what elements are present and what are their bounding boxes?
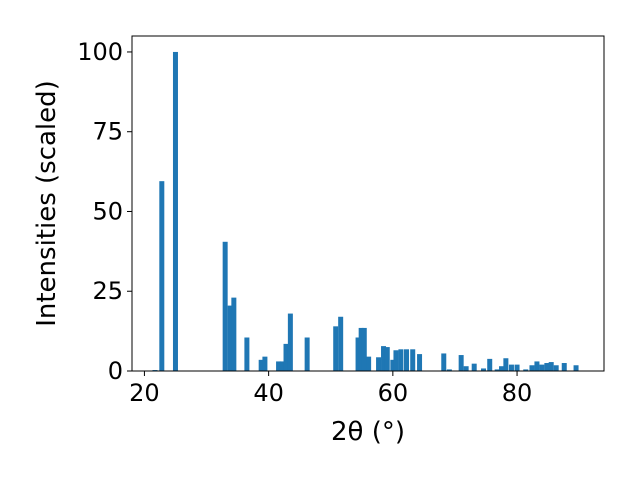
bar [159, 181, 165, 371]
bar [514, 364, 520, 371]
bar [333, 326, 339, 371]
bar [508, 364, 514, 371]
bar [410, 349, 416, 371]
x-tick-label: 80 [502, 379, 533, 407]
bar [393, 350, 399, 371]
bar [503, 358, 509, 371]
bar [487, 358, 493, 371]
bar [481, 368, 487, 371]
y-axis-ticks: 0 25 50 75 100 [77, 38, 132, 385]
bar [523, 369, 529, 371]
bar [227, 305, 233, 371]
bar [404, 349, 410, 371]
bar [534, 361, 540, 371]
y-tick-label: 100 [77, 38, 123, 66]
y-tick-label: 25 [92, 277, 123, 305]
bar [172, 51, 178, 371]
plot-frame [131, 35, 605, 372]
bar [573, 365, 579, 371]
y-tick-label: 75 [92, 118, 123, 146]
bar [384, 347, 390, 371]
bar [258, 359, 264, 371]
bar [561, 363, 567, 371]
bar [338, 316, 344, 371]
bar [376, 357, 382, 371]
bar [304, 337, 310, 371]
bar [381, 346, 387, 371]
y-tick-label: 50 [92, 197, 123, 225]
bar [471, 363, 477, 371]
bar [544, 363, 550, 371]
x-tick-label: 40 [253, 379, 284, 407]
bar [398, 349, 404, 371]
bar [529, 365, 535, 371]
y-tick-label: 0 [108, 357, 123, 385]
y-axis-label: Intensities (scaled) [32, 80, 62, 327]
x-axis-label: 2θ (°) [331, 417, 405, 447]
bars [152, 51, 579, 371]
bar [244, 337, 250, 371]
bar [494, 369, 500, 371]
bar [222, 241, 228, 371]
bar [499, 366, 505, 371]
x-axis-ticks: 20 40 60 80 [129, 371, 532, 407]
bar [553, 365, 559, 371]
bar [262, 356, 268, 371]
x-tick-label: 60 [378, 379, 409, 407]
bar [390, 359, 396, 371]
bar [548, 362, 554, 371]
bar [283, 343, 289, 371]
bar [361, 327, 367, 371]
bar [458, 355, 464, 371]
bar [276, 361, 282, 371]
bar [358, 327, 364, 371]
bar [417, 354, 423, 371]
x-tick-label: 20 [129, 379, 160, 407]
bar [279, 361, 285, 371]
bar [287, 313, 293, 371]
bar [231, 297, 237, 371]
bar [446, 369, 452, 371]
bar [463, 366, 469, 371]
bar [441, 353, 447, 371]
bar [355, 337, 361, 371]
bar [539, 364, 545, 371]
bar [366, 356, 372, 371]
